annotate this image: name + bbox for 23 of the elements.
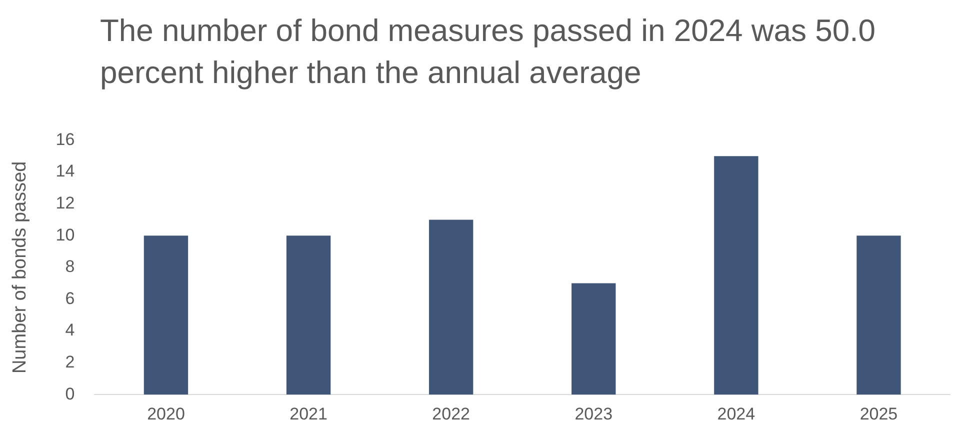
bar	[572, 283, 616, 395]
bar	[856, 236, 901, 395]
bar	[714, 156, 758, 395]
y-tick-label: 8	[65, 257, 75, 276]
x-tick-label: 2023	[574, 404, 613, 424]
y-tick-label: 16	[56, 130, 75, 149]
x-tick-label: 2021	[290, 404, 328, 424]
y-tick-label: 14	[56, 162, 75, 181]
y-tick-label: 10	[56, 225, 75, 244]
y-tick-label: 0	[65, 384, 75, 404]
x-tick-label: 2024	[717, 404, 756, 424]
x-tick-label: 2025	[860, 404, 898, 424]
x-tick-label: 2022	[432, 404, 470, 424]
y-tick-label: 4	[65, 320, 75, 340]
y-tick-label: 12	[56, 193, 75, 212]
x-tick-label: 2020	[147, 404, 185, 424]
y-tick-label: 2	[65, 352, 75, 372]
chart-title: The number of bond measures passed in 2024 was 50.0 percent higher than the annual average	[100, 12, 876, 92]
y-tick-label: 6	[65, 288, 75, 308]
bar	[144, 236, 188, 395]
bar	[428, 220, 474, 395]
bar	[286, 236, 331, 395]
y-axis-title: Number of bonds passed	[10, 161, 31, 374]
